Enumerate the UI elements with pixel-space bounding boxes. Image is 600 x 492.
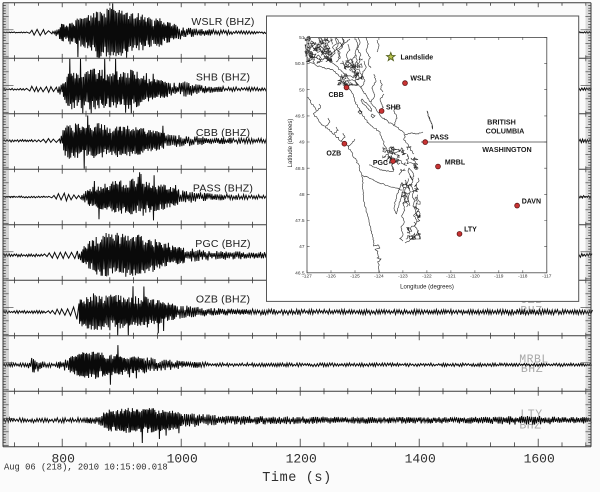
svg-text:CBB (BHZ): CBB (BHZ) — [196, 127, 250, 139]
svg-text:OZB (BHZ): OZB (BHZ) — [196, 293, 250, 305]
svg-text:-119: -119 — [494, 274, 504, 280]
svg-text:47.5: 47.5 — [295, 218, 305, 224]
svg-text:-124: -124 — [374, 274, 384, 280]
svg-text:MRBL: MRBL — [445, 160, 466, 167]
svg-text:BHZ: BHZ — [521, 363, 543, 376]
svg-text:50.5: 50.5 — [295, 61, 305, 67]
svg-text:49: 49 — [299, 140, 305, 146]
svg-text:-123: -123 — [398, 274, 408, 280]
svg-text:50: 50 — [299, 87, 305, 93]
svg-text:1000: 1000 — [167, 451, 198, 466]
svg-text:1600: 1600 — [524, 451, 555, 466]
svg-text:-125: -125 — [350, 274, 360, 280]
svg-text:SHB (BHZ): SHB (BHZ) — [196, 71, 250, 83]
svg-text:Landslide: Landslide — [401, 54, 434, 61]
svg-text:Latitude (degrees): Latitude (degrees) — [288, 119, 294, 168]
svg-text:51: 51 — [299, 35, 305, 41]
svg-text:-127: -127 — [302, 274, 312, 280]
svg-text:PGC (BHZ): PGC (BHZ) — [195, 238, 250, 250]
svg-text:-118: -118 — [518, 274, 528, 280]
svg-text:1400: 1400 — [405, 451, 436, 466]
svg-text:-117: -117 — [542, 274, 552, 280]
svg-text:1200: 1200 — [286, 451, 317, 466]
svg-text:Longitude (degrees): Longitude (degrees) — [400, 285, 454, 291]
svg-text:BRITISH: BRITISH — [487, 118, 516, 127]
svg-text:DAVN: DAVN — [522, 198, 541, 205]
svg-text:CBB: CBB — [329, 92, 344, 99]
svg-text:SHB: SHB — [386, 105, 401, 112]
svg-text:Time (s): Time (s) — [262, 471, 332, 486]
svg-text:48.5: 48.5 — [295, 166, 305, 172]
svg-text:WSLR: WSLR — [410, 75, 431, 82]
svg-text:-126: -126 — [326, 274, 336, 280]
svg-text:OZB: OZB — [326, 151, 341, 158]
svg-text:800: 800 — [51, 451, 74, 466]
svg-text:46.5: 46.5 — [295, 270, 305, 276]
svg-text:PASS: PASS — [430, 135, 449, 142]
svg-text:Aug 06 (218), 2010 10:15:00.01: Aug 06 (218), 2010 10:15:00.018 — [4, 463, 168, 473]
svg-text:-120: -120 — [470, 274, 480, 280]
svg-text:-122: -122 — [422, 274, 432, 280]
svg-text:-121: -121 — [446, 274, 456, 280]
svg-text:COLUMBIA: COLUMBIA — [486, 127, 525, 136]
svg-text:PASS (BHZ): PASS (BHZ) — [193, 182, 253, 194]
svg-text:WSLR (BHZ): WSLR (BHZ) — [191, 16, 254, 28]
svg-text:PGC: PGC — [373, 160, 388, 167]
svg-text:49.5: 49.5 — [295, 114, 305, 120]
svg-text:WASHINGTON: WASHINGTON — [482, 145, 531, 154]
svg-text:LTY: LTY — [464, 226, 477, 233]
svg-text:47: 47 — [299, 244, 305, 250]
svg-text:48: 48 — [299, 192, 305, 198]
svg-text:BHZ: BHZ — [519, 419, 541, 432]
